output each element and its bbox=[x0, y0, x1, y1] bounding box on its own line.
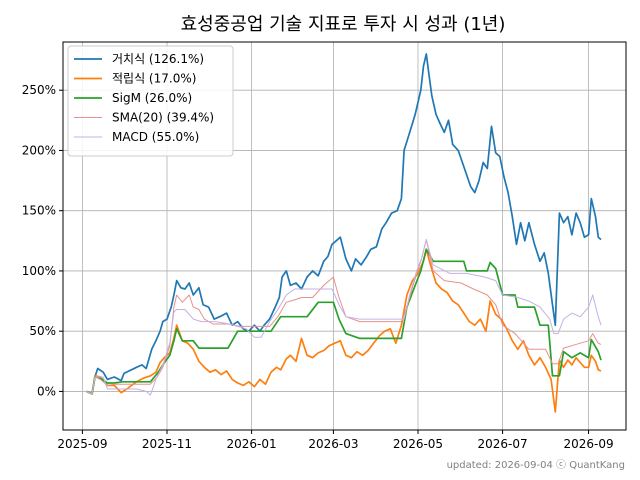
y-tick-label: 100% bbox=[22, 264, 56, 278]
legend-label-4: MACD (55.0%) bbox=[112, 130, 199, 144]
x-tick-label: 2026-03 bbox=[308, 437, 358, 451]
legend-box bbox=[67, 45, 234, 157]
series-line-0 bbox=[86, 53, 602, 395]
x-tick-label: 2026-09 bbox=[563, 437, 613, 451]
y-tick-label: 200% bbox=[22, 143, 56, 157]
y-tick-label: 50% bbox=[29, 324, 56, 338]
plot-frame bbox=[62, 41, 627, 431]
series-line-3 bbox=[86, 239, 602, 395]
legend-label-3: SMA(20) (39.4%) bbox=[112, 111, 214, 125]
x-axis: 2025-09 2025-11 2026-01 2026-03 2026-05 2026-… bbox=[57, 430, 614, 451]
footer-updated: updated: 2026-09-04 ⓒ QuantKang bbox=[447, 459, 625, 471]
x-tick-label: 2026-05 bbox=[393, 437, 443, 451]
legend-label-1: 적립식 (17.0%) bbox=[112, 72, 196, 86]
grid-lines bbox=[63, 42, 626, 430]
chart-title: 효성중공업 기술 지표로 투자 시 성과 (1년) bbox=[181, 14, 506, 35]
y-tick-label: 250% bbox=[22, 83, 56, 97]
legend: 거치식 (126.1%) 적립식 (17.0%) SigM (26.0%) SMA(2… bbox=[67, 45, 234, 157]
series-line-1 bbox=[86, 248, 602, 413]
x-tick-label: 2025-11 bbox=[142, 437, 192, 451]
series-lines bbox=[86, 53, 602, 413]
y-axis: 0% 50% 100% 150% 200% 250% bbox=[22, 83, 63, 398]
x-tick-label: 2026-07 bbox=[478, 437, 528, 451]
y-tick-label: 0% bbox=[37, 384, 56, 398]
x-tick-label: 2026-01 bbox=[227, 437, 277, 451]
series-line-4 bbox=[86, 239, 602, 396]
legend-label-2: SigM (26.0%) bbox=[112, 91, 192, 105]
series-line-2 bbox=[86, 248, 602, 395]
x-tick-label: 2025-09 bbox=[57, 437, 107, 451]
legend-label-0: 거치식 (126.1%) bbox=[112, 52, 204, 66]
y-tick-label: 150% bbox=[22, 204, 56, 218]
